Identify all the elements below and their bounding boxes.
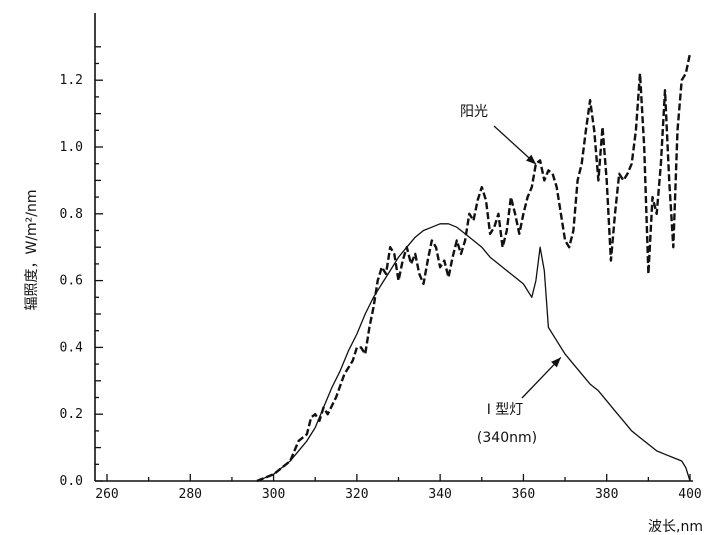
y-tick-label: 1.2 xyxy=(60,73,83,88)
sunlight-annotation: 阳光 xyxy=(460,104,488,120)
x-tick-label: 280 xyxy=(179,487,202,502)
sunlight-arrow-head xyxy=(526,154,537,165)
x-axis-label: 波长,nm xyxy=(648,519,703,535)
x-tick-label: 360 xyxy=(512,487,535,502)
y-tick-label: 0.8 xyxy=(60,207,83,222)
y-tick-label: 0.4 xyxy=(60,340,84,355)
lamp-annotation: I 型灯 xyxy=(487,402,524,418)
x-tick-label: 260 xyxy=(95,487,118,502)
x-tick-label: 320 xyxy=(345,487,368,502)
x-tick-label: 340 xyxy=(428,487,451,502)
annotation-arrows xyxy=(493,125,562,399)
x-tick-label: 380 xyxy=(595,487,618,502)
y-tick-label: 0.0 xyxy=(60,474,83,489)
lamp-wavelength-annotation: (340nm) xyxy=(477,430,537,446)
y-tick-label: 1.0 xyxy=(60,140,83,155)
ticks: 260 280 300 320 340 360 380 400 0.0 0.2 0.4 0.6 0.8 1… xyxy=(60,46,702,502)
x-tick-label: 300 xyxy=(262,487,285,502)
x-tick-label: 400 xyxy=(678,487,701,502)
y-axis-label: 辐照度，W/m²/nm xyxy=(24,189,40,310)
lamp-series-line xyxy=(256,223,691,482)
y-tick-label: 0.2 xyxy=(60,407,83,422)
lamp-arrow-head xyxy=(551,357,561,368)
series-group xyxy=(256,53,692,483)
axes xyxy=(94,13,693,482)
y-tick-label: 0.6 xyxy=(60,274,83,289)
sunlight-series-line xyxy=(256,53,692,483)
